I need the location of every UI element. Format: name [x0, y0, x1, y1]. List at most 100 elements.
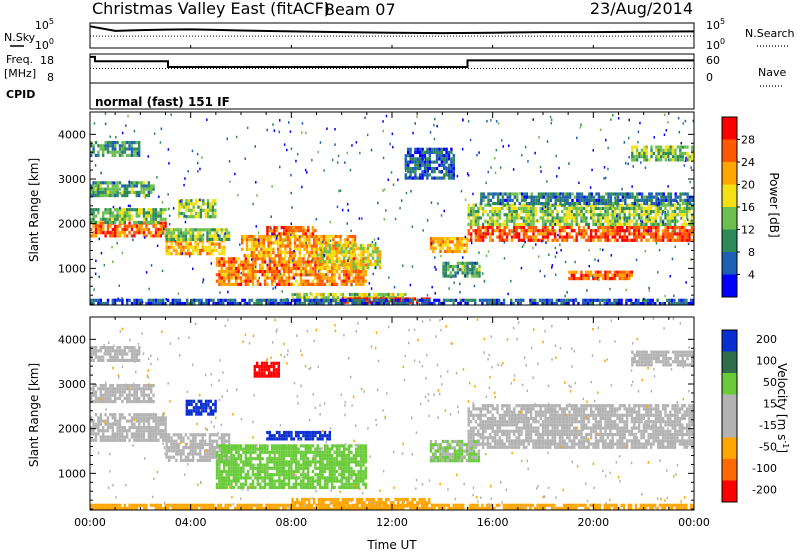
- power-colorbar-cell: [722, 184, 737, 207]
- noise-left-tick-top: 105: [35, 17, 54, 32]
- power-colorbar-cell: [722, 207, 737, 230]
- velocity-y-tick-label: 3000: [58, 378, 86, 391]
- power-cells: [90, 112, 694, 305]
- power-colorbar-tick-label: 8: [748, 246, 755, 259]
- nave-label: Nave: [758, 66, 786, 79]
- freq-right-tick-top: 60: [706, 54, 720, 67]
- power-feature: [480, 192, 694, 206]
- power-colorbar-tick-label: 4: [748, 269, 755, 282]
- velocity-feature: [467, 404, 694, 449]
- velocity-colorbar-label-end: ]: [775, 448, 789, 453]
- velocity-y-tick-label: 2000: [58, 423, 86, 436]
- velocity-colorbar-cell: [722, 330, 737, 352]
- velocity-feature: [90, 503, 694, 510]
- date-label: 23/Aug/2014: [590, 0, 693, 18]
- power-feature: [165, 239, 226, 256]
- velocity-colorbar-tick-label: -15: [759, 419, 777, 432]
- velocity-feature: [253, 361, 280, 378]
- power-y-tick-label: 1000: [58, 262, 86, 275]
- freq-series-line: [90, 55, 694, 68]
- velocity-colorbar-cell: [722, 351, 737, 373]
- x-tick-label: 04:00: [175, 516, 207, 529]
- freq-left-tick-bottom: 8: [47, 71, 54, 84]
- power-feature: [316, 243, 382, 270]
- power-feature: [568, 270, 633, 281]
- frequency-panel: Freq. [MHz] 18 8 60 0 Nave: [4, 53, 786, 87]
- beam-label: Beam 07: [324, 0, 396, 19]
- nsky-series-line: [89, 25, 695, 35]
- power-colorbar-cell: [722, 117, 737, 140]
- velocity-y-tick-label: 4000: [58, 333, 86, 346]
- velocity-feature: [429, 439, 481, 463]
- velocity-feature: [165, 433, 231, 462]
- velocity-colorbar-tick-label: 50: [763, 376, 777, 389]
- velocity-ylabel: Slant Range [km]: [27, 363, 41, 467]
- velocity-feature: [631, 350, 694, 367]
- velocity-cells: [90, 317, 694, 510]
- x-tick-label: 08:00: [275, 516, 307, 529]
- freq-right-tick-bottom: 0: [706, 71, 713, 84]
- power-feature: [165, 228, 231, 241]
- velocity-colorbar-tick-label: 15: [763, 398, 777, 411]
- power-feature: [90, 181, 155, 198]
- power-y-tick-label: 4000: [58, 128, 86, 141]
- velocity-colorbar-cell: [722, 459, 737, 481]
- power-feature: [90, 221, 167, 238]
- power-colorbar-tick-label: 16: [741, 201, 755, 214]
- power-colorbar-tick-label: 28: [741, 134, 755, 147]
- x-tick-label: 00:00: [74, 516, 106, 529]
- power-colorbar-cell: [722, 162, 737, 185]
- velocity-feature: [185, 399, 217, 416]
- velocity-colorbar-tick-label: -100: [752, 462, 777, 475]
- velocity-colorbar-frame: [721, 329, 738, 503]
- power-feature: [90, 208, 167, 225]
- velocity-feature: [90, 413, 167, 442]
- cpid-frame: [89, 82, 695, 110]
- cpid-value: normal (fast) 151 IF: [95, 95, 230, 109]
- x-tick-label: 16:00: [477, 516, 509, 529]
- chart-title: Christmas Valley East (fitACF): [92, 0, 330, 18]
- velocity-colorbar-tick-label: 100: [756, 355, 777, 368]
- velocity-feature: [90, 346, 141, 362]
- power-feature: [429, 237, 469, 254]
- power-feature: [404, 147, 455, 180]
- velocity-scatter: [95, 317, 690, 510]
- power-scatter: [93, 112, 694, 305]
- freq-label: Freq.: [6, 53, 33, 66]
- power-y-tick-label: 3000: [58, 173, 86, 186]
- power-colorbar-cell: [722, 274, 737, 297]
- velocity-colorbar-cell: [722, 437, 737, 459]
- power-feature: [467, 203, 694, 226]
- power-feature: [178, 199, 217, 219]
- noise-panel: N.Sky 105 100 105 100 N.Search: [4, 17, 795, 52]
- time-axis-label: Time UT: [366, 538, 417, 552]
- velocity-colorbar-cell: [722, 373, 737, 395]
- velocity-colorbar-cell: [722, 416, 737, 438]
- nsky-label: N.Sky: [4, 31, 36, 44]
- velocity-y-tick-label: 1000: [58, 467, 86, 480]
- velocity-colorbar-tick-label: -50: [759, 441, 777, 454]
- power-colorbar-tick-label: 20: [741, 179, 755, 192]
- power-feature: [467, 225, 694, 242]
- velocity-colorbar-label-sup: -1: [781, 440, 790, 448]
- power-feature: [241, 234, 357, 258]
- velocity-colorbar-cell: [722, 394, 737, 416]
- freq-unit-label: [MHz]: [4, 67, 36, 80]
- velocity-colorbar-label-main: Velocity [m s: [775, 363, 789, 440]
- cpid-label: CPID: [6, 88, 35, 101]
- power-y-tick-label: 2000: [58, 218, 86, 231]
- noise-right-tick-top: 105: [706, 17, 725, 32]
- power-colorbar-cell: [722, 252, 737, 275]
- power-colorbar-tick-label: 12: [741, 224, 755, 237]
- power-colorbar-cell: [722, 229, 737, 252]
- x-tick-label: 20:00: [577, 516, 609, 529]
- x-tick-label: 00:00: [678, 516, 710, 529]
- power-feature: [90, 141, 141, 157]
- velocity-colorbar-label: Velocity [m s-1]: [775, 363, 790, 453]
- power-feature: [90, 298, 694, 305]
- power-colorbar-label: Power [dB]: [767, 172, 781, 237]
- freq-left-tick-top: 18: [40, 54, 54, 67]
- power-ylabel: Slant Range [km]: [27, 158, 41, 262]
